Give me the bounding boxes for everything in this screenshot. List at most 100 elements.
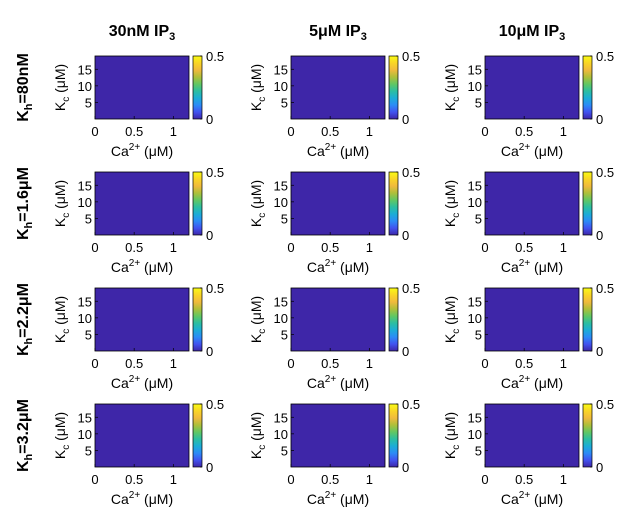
colorbar-tick-label: 0 xyxy=(596,460,603,475)
panel-background-low xyxy=(485,288,579,351)
x-tick-label: 0 xyxy=(481,124,488,139)
colorbar-tick-label: 0 xyxy=(206,460,213,475)
x-tick-label: 0 xyxy=(91,124,98,139)
y-axis-label: Kc (μM) xyxy=(52,180,72,227)
x-tick-label: 0 xyxy=(91,472,98,487)
column-header-1: 5μM IP3 xyxy=(309,23,367,43)
y-tick-label: 10 xyxy=(468,195,482,210)
colorbar xyxy=(388,171,399,236)
x-tick-label: 0 xyxy=(287,356,294,371)
x-tick-label: 0.5 xyxy=(321,124,339,139)
x-tick-label: 0.5 xyxy=(515,240,533,255)
colorbar xyxy=(582,171,593,236)
y-axis-label: Kc (μM) xyxy=(442,180,462,227)
x-tick-label: 1 xyxy=(366,472,373,487)
column-header-0: 30nM IP3 xyxy=(109,23,176,43)
panel-background-low xyxy=(291,56,385,119)
panel-frame xyxy=(290,171,386,236)
x-tick-label: 1 xyxy=(170,240,177,255)
column-header-2: 10μM IP3 xyxy=(499,23,566,43)
panel-frame xyxy=(484,171,580,236)
y-tick-label: 5 xyxy=(475,95,482,110)
y-tick-label: 5 xyxy=(281,211,288,226)
colorbar-tick-label: 0.5 xyxy=(206,49,224,64)
x-axis-label: Ca2+ (μM) xyxy=(307,142,369,159)
x-tick-label: 0 xyxy=(481,240,488,255)
colorbar-tick-label: 0.5 xyxy=(206,397,224,412)
colorbar-tick-label: 0.5 xyxy=(206,165,224,180)
x-tick-label: 1 xyxy=(366,124,373,139)
row-header-2: Kh=2.2μM xyxy=(15,283,35,356)
x-tick-label: 0 xyxy=(287,240,294,255)
y-tick-label: 10 xyxy=(274,427,288,442)
y-tick-label: 15 xyxy=(468,62,482,77)
y-tick-label: 5 xyxy=(281,95,288,110)
colorbar-tick-label: 0.5 xyxy=(596,281,614,296)
y-tick-label: 15 xyxy=(468,294,482,309)
panel-frame xyxy=(290,403,386,468)
x-tick-label: 1 xyxy=(366,240,373,255)
colorbar xyxy=(192,287,203,352)
colorbar xyxy=(388,287,399,352)
x-tick-label: 1 xyxy=(170,124,177,139)
panel-background-low xyxy=(291,404,385,467)
y-tick-label: 15 xyxy=(78,178,92,193)
colorbar xyxy=(192,403,203,468)
y-tick-label: 15 xyxy=(78,62,92,77)
y-tick-label: 10 xyxy=(78,195,92,210)
colorbar-tick-label: 0 xyxy=(596,344,603,359)
x-axis-label: Ca2+ (μM) xyxy=(307,258,369,275)
colorbar-tick-label: 0 xyxy=(206,344,213,359)
x-axis-label: Ca2+ (μM) xyxy=(307,490,369,507)
colorbar-tick-label: 0 xyxy=(206,112,213,127)
y-tick-label: 10 xyxy=(274,195,288,210)
panel-background-low xyxy=(95,404,189,467)
colorbar-tick-label: 0.5 xyxy=(402,397,420,412)
x-tick-label: 0.5 xyxy=(321,356,339,371)
x-tick-label: 0.5 xyxy=(125,356,143,371)
x-tick-label: 0.5 xyxy=(321,240,339,255)
panel-background-low xyxy=(485,404,579,467)
y-tick-label: 10 xyxy=(78,311,92,326)
colorbar-tick-label: 0 xyxy=(402,228,409,243)
x-axis-label: Ca2+ (μM) xyxy=(501,490,563,507)
row-header-1: Kh=1.6μM xyxy=(15,167,35,240)
y-tick-label: 5 xyxy=(85,327,92,342)
x-tick-label: 0.5 xyxy=(321,472,339,487)
y-tick-label: 5 xyxy=(475,327,482,342)
panel-frame xyxy=(484,55,580,120)
x-axis-label: Ca2+ (μM) xyxy=(111,490,173,507)
x-tick-label: 1 xyxy=(560,240,567,255)
colorbar xyxy=(582,55,593,120)
colorbar xyxy=(192,171,203,236)
x-tick-label: 0.5 xyxy=(125,472,143,487)
colorbar xyxy=(388,55,399,120)
panel-background-low xyxy=(95,288,189,351)
x-tick-label: 1 xyxy=(170,472,177,487)
panel-frame xyxy=(94,287,190,352)
colorbar-tick-label: 0.5 xyxy=(206,281,224,296)
y-axis-label: Kc (μM) xyxy=(248,412,268,459)
x-tick-label: 1 xyxy=(560,472,567,487)
x-tick-label: 0 xyxy=(287,124,294,139)
x-tick-label: 1 xyxy=(170,356,177,371)
x-tick-label: 1 xyxy=(560,356,567,371)
y-tick-label: 10 xyxy=(468,427,482,442)
colorbar-tick-label: 0.5 xyxy=(402,49,420,64)
x-tick-label: 1 xyxy=(560,124,567,139)
panel-background-low xyxy=(291,288,385,351)
x-tick-label: 0.5 xyxy=(515,356,533,371)
x-tick-label: 1 xyxy=(366,356,373,371)
x-tick-label: 0.5 xyxy=(515,472,533,487)
y-axis-label: Kc (μM) xyxy=(248,180,268,227)
y-tick-label: 15 xyxy=(274,62,288,77)
colorbar-tick-label: 0 xyxy=(402,344,409,359)
row-header-3: Kh=3.2μM xyxy=(15,399,35,472)
row-header-0: Kh=80nM xyxy=(15,53,35,122)
y-tick-label: 15 xyxy=(78,410,92,425)
x-tick-label: 0 xyxy=(481,472,488,487)
y-axis-label: Kc (μM) xyxy=(442,64,462,111)
y-tick-label: 5 xyxy=(475,211,482,226)
x-axis-label: Ca2+ (μM) xyxy=(501,258,563,275)
